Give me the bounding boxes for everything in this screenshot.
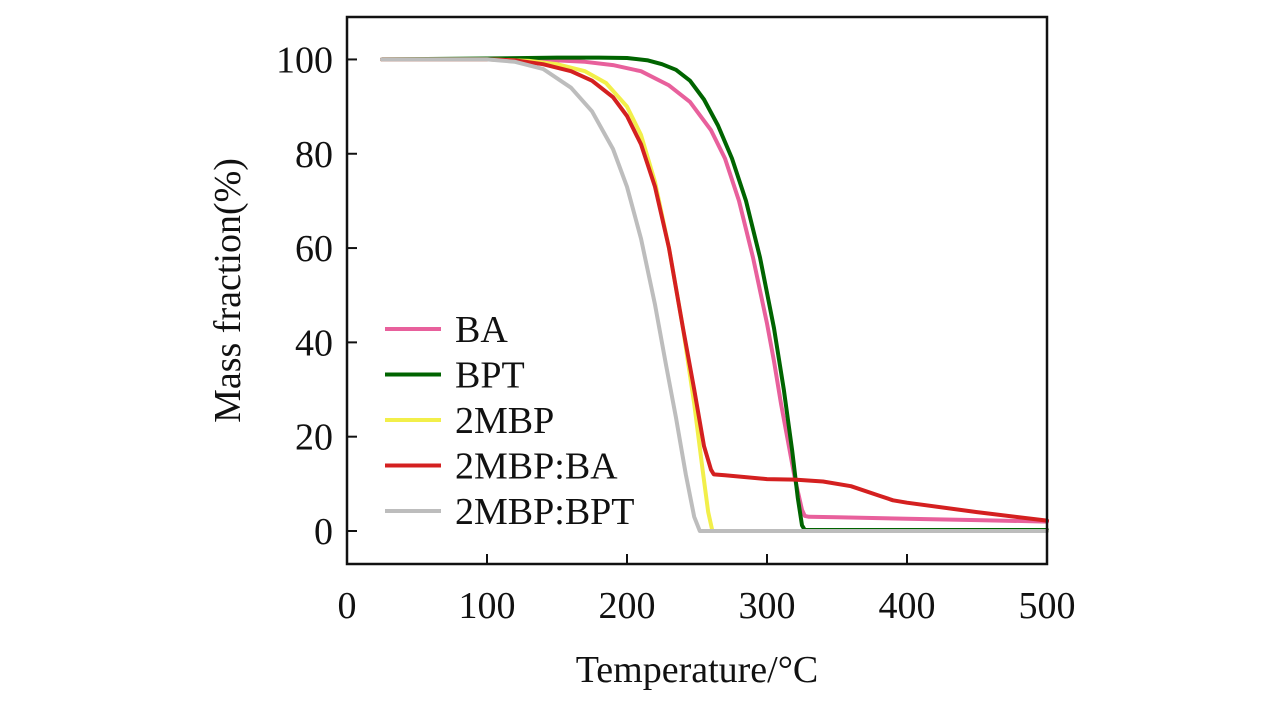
y-axis-ticks: 0 20 40 60 80 100 [276,39,357,553]
x-tick-label: 500 [1019,585,1076,627]
x-axis-label: Temperature/°C [576,649,819,691]
series-line-ba [380,57,1049,524]
plot-lines [380,55,1049,533]
series-line-2mbp-ba [380,57,1049,523]
y-tick-label: 0 [314,511,333,553]
x-tick-label: 300 [739,585,796,627]
plot-frame [345,15,1049,566]
y-tick-label: 60 [295,228,333,270]
series-line-2mbp-bpt [380,57,1049,533]
y-axis-label: Mass fraction(%) [207,158,249,423]
x-tick-label: 0 [338,585,357,627]
x-tick-label: 400 [879,585,936,627]
y-tick-label: 40 [295,322,333,364]
y-tick-label: 80 [295,134,333,176]
x-axis-ticks: 0 100 200 300 400 500 [338,554,1076,627]
legend-label: 2MBP [455,400,554,442]
x-tick-label: 100 [459,585,516,627]
legend-label: BPT [455,355,525,397]
legend-label: BA [455,309,508,351]
y-tick-label: 20 [295,417,333,459]
legend-label: 2MBP:BA [455,446,618,488]
y-tick-label: 100 [276,39,333,81]
x-tick-label: 200 [599,585,656,627]
legend-label: 2MBP:BPT [455,491,635,533]
